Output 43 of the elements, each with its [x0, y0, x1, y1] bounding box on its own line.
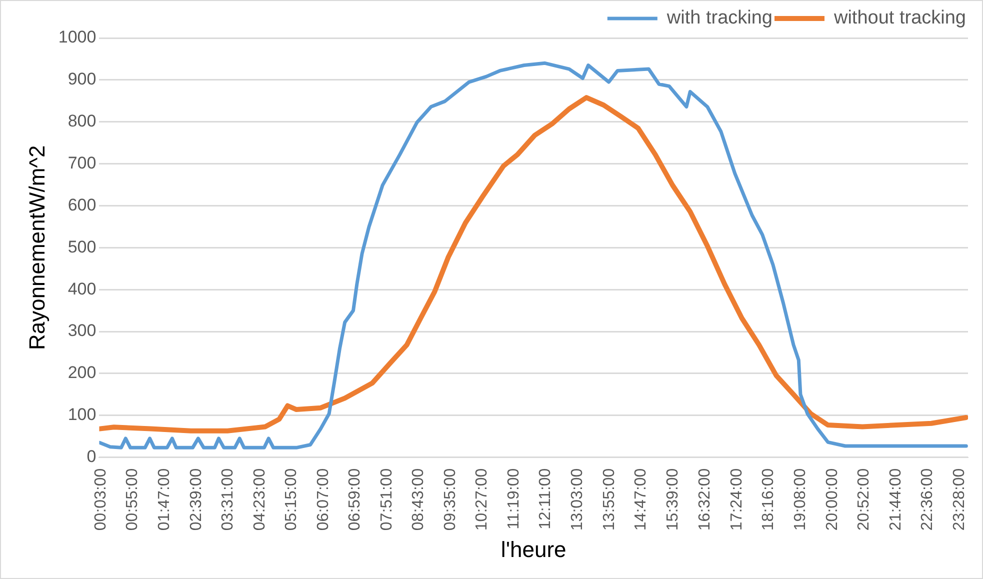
x-tick-label: 20:52:00 [856, 468, 873, 531]
x-tick-label: 06:59:00 [346, 468, 364, 531]
x-tick-label: 21:44:00 [887, 468, 904, 531]
y-tick-label: 400 [68, 279, 96, 298]
legend-label: without tracking [832, 8, 966, 29]
x-tick-label: 20:00:00 [824, 468, 841, 531]
y-tick-label: 300 [68, 321, 96, 340]
y-tick-label: 200 [68, 363, 96, 382]
y-tick-label: 1000 [58, 28, 96, 47]
legend-label: with tracking [666, 8, 773, 29]
x-tick-label: 16:32:00 [696, 468, 714, 531]
y-tick-label: 600 [68, 195, 96, 214]
x-tick-label: 18:16:00 [760, 468, 778, 531]
x-tick-label: 22:36:00 [919, 468, 936, 531]
y-axis-title: RayonnementW/m^2 [24, 145, 50, 350]
y-tick-label: 500 [68, 237, 96, 256]
x-tick-label: 07:51:00 [378, 468, 396, 531]
x-tick-label: 13:55:00 [600, 468, 618, 531]
x-tick-label: 09:35:00 [442, 468, 459, 531]
x-tick-label: 00:55:00 [124, 468, 142, 531]
x-tick-label: 13:03:00 [569, 468, 586, 531]
x-tick-label: 04:23:00 [251, 468, 268, 531]
x-tick-label: 23:28:00 [950, 468, 968, 531]
x-tick-label: 14:47:00 [632, 468, 650, 531]
x-tick-label: 00:03:00 [92, 468, 110, 531]
x-tick-label: 10:27:00 [474, 468, 491, 531]
y-tick-label: 900 [68, 70, 96, 89]
y-tick-label: 100 [68, 405, 96, 424]
x-tick-label: 03:31:00 [220, 468, 237, 531]
x-tick-label: 06:07:00 [314, 468, 332, 531]
y-tick-label: 800 [68, 112, 96, 131]
y-tick-label: 700 [68, 153, 96, 172]
x-tick-label: 11:19:00 [505, 468, 522, 530]
x-tick-label: 15:39:00 [664, 468, 682, 531]
x-tick-label: 17:24:00 [728, 468, 746, 531]
y-tick-label: 0 [86, 447, 96, 466]
x-tick-label: 12:11:00 [537, 468, 554, 530]
x-tick-label: 08:43:00 [410, 468, 428, 531]
x-tick-label: 01:47:00 [156, 468, 173, 531]
x-tick-label: 05:15:00 [283, 468, 300, 531]
x-tick-label: 02:39:00 [188, 468, 205, 531]
x-tick-label: 19:08:00 [792, 468, 810, 531]
x-axis-title: l'heure [500, 536, 566, 562]
